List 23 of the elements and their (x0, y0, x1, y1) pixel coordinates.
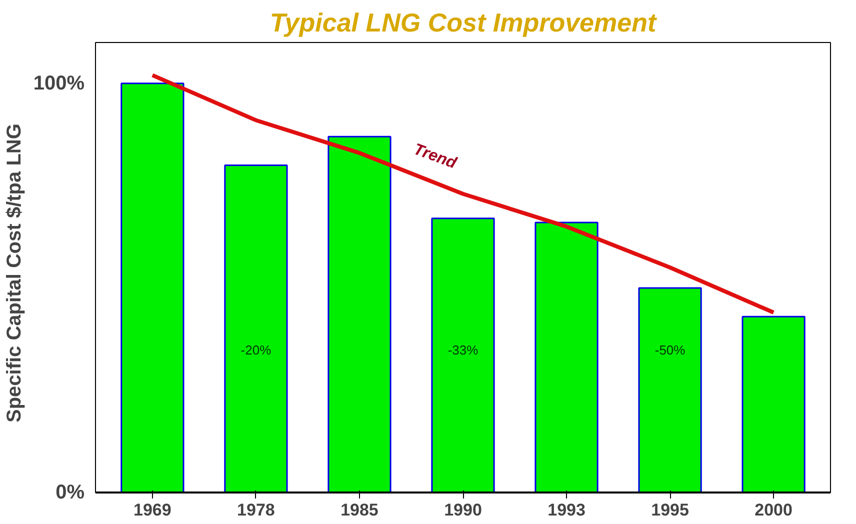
x-tick-label: 1978 (237, 500, 275, 520)
annotation: -20% (240, 342, 272, 358)
y-tick-label: 0% (56, 482, 85, 504)
x-tick-label: 1990 (444, 500, 482, 520)
bar (534, 222, 598, 492)
text: Trend (411, 141, 460, 173)
bar (431, 218, 495, 492)
chart-title: Typical LNG Cost Improvement (270, 8, 658, 38)
bar (742, 316, 806, 492)
x-tick-label: 2000 (754, 500, 792, 520)
annotation: -33% (448, 342, 479, 358)
x-tick-label: 1993 (548, 500, 586, 520)
bar (120, 82, 184, 492)
x-tick-label: 1969 (134, 500, 172, 520)
bar (224, 164, 288, 492)
y-tick-label: 100% (33, 72, 85, 94)
x-tick-label: 1985 (340, 500, 378, 520)
y-axis-title: Specific Capital Cost $/tpa LNG (3, 124, 26, 423)
bar (638, 287, 702, 492)
bar (328, 136, 392, 492)
line-series (150, 73, 776, 314)
x-tick-label: 1995 (651, 500, 689, 520)
annotation: -50% (654, 342, 686, 358)
